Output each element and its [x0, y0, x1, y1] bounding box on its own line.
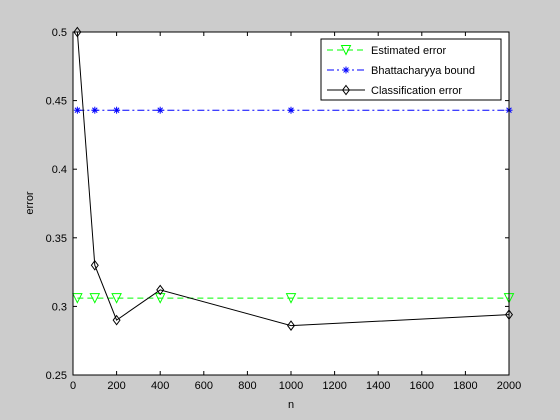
- legend-label: Bhattacharyya bound: [371, 65, 475, 77]
- asterisk-stroke: [113, 107, 120, 114]
- y-tick-label: 0.5: [52, 27, 67, 39]
- legend-label: Classification error: [371, 85, 462, 97]
- asterisk-stroke: [157, 107, 164, 114]
- data-point: [112, 314, 121, 326]
- legend: Estimated error Bhattacharyya bound Classi…: [320, 38, 502, 101]
- x-tick-label: 2000: [497, 380, 521, 392]
- y-tick-label: 0.45: [46, 96, 67, 108]
- x-tick-label: 1400: [366, 380, 390, 392]
- x-tick-label: 0: [70, 380, 76, 392]
- x-tick-label: 600: [195, 380, 213, 392]
- y-tick-label: 0.4: [52, 164, 67, 176]
- data-point: [72, 293, 83, 304]
- asterisk-stroke: [343, 67, 349, 73]
- series-line-2: [76, 31, 510, 327]
- x-tick-label: 400: [151, 380, 169, 392]
- series-layer: [72, 26, 515, 331]
- legend-marker: [342, 84, 350, 96]
- data-point: [73, 106, 81, 114]
- x-tick-label: 1600: [410, 380, 434, 392]
- data-point: [287, 320, 295, 331]
- data-point: [111, 293, 122, 304]
- x-axis-label: n: [288, 399, 294, 411]
- data-point: [91, 106, 99, 114]
- x-tick-label: 800: [238, 380, 256, 392]
- x-tick-label: 200: [107, 380, 125, 392]
- data-point: [113, 106, 121, 114]
- data-point: [156, 106, 164, 114]
- legend-marker: [342, 66, 350, 74]
- data-point: [73, 26, 82, 38]
- data-point: [156, 284, 165, 296]
- y-tick-label: 0.25: [46, 370, 67, 382]
- data-point: [89, 293, 101, 304]
- y-tick-label: 0.3: [52, 301, 67, 313]
- asterisk-stroke: [288, 107, 294, 114]
- asterisk-stroke: [74, 107, 81, 114]
- plot-frame: [72, 31, 510, 376]
- asterisk-stroke: [91, 107, 98, 114]
- legend-marker: [340, 45, 352, 56]
- data-point: [90, 259, 99, 271]
- legend-label: Estimated error: [371, 45, 447, 57]
- y-tick-label: 0.35: [46, 233, 67, 245]
- x-tick-label: 1800: [453, 380, 477, 392]
- data-point: [285, 293, 297, 304]
- x-tick-label: 1200: [322, 380, 346, 392]
- y-axis-label: error: [24, 191, 36, 215]
- data-point: [287, 106, 295, 114]
- axis-ticks: 0 200 400 600 800 1000 1200 1400 1600 1800 2000 0.2…: [46, 27, 522, 392]
- x-tick-label: 1000: [279, 380, 303, 392]
